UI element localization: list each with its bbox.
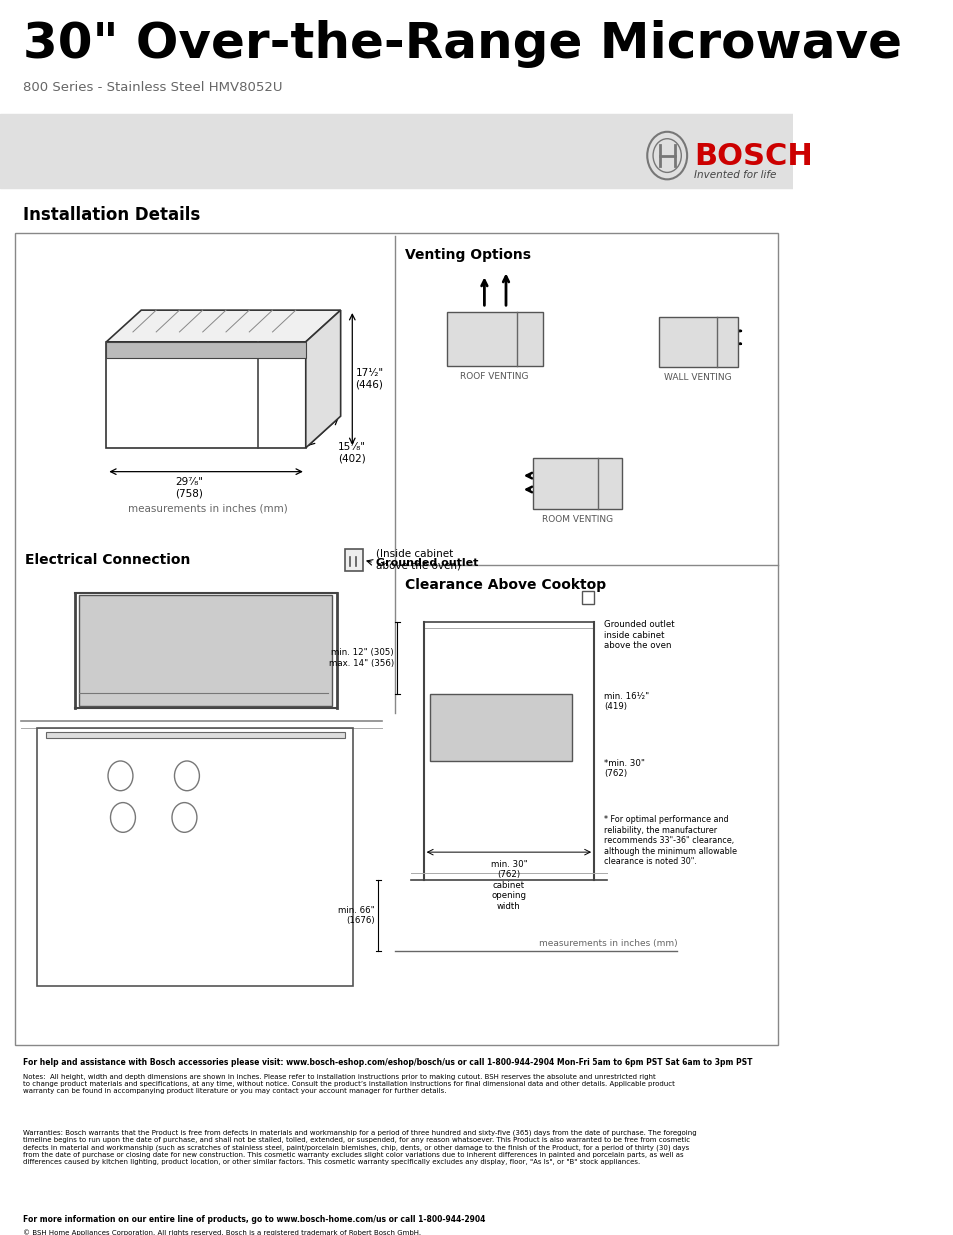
- Text: Clearance Above Cooktop: Clearance Above Cooktop: [405, 578, 606, 592]
- Text: 15⁷⁄₈"
(402): 15⁷⁄₈" (402): [337, 442, 366, 463]
- Text: min. 66"
(1676): min. 66" (1676): [337, 905, 375, 925]
- Text: Notes:  All height, width and depth dimensions are shown in inches. Please refer: Notes: All height, width and depth dimen…: [23, 1074, 675, 1094]
- Text: Venting Options: Venting Options: [405, 248, 531, 262]
- Text: 800 Series - Stainless Steel HMV8052U: 800 Series - Stainless Steel HMV8052U: [23, 82, 282, 94]
- Bar: [0, 114, 792, 188]
- Text: Electrical Connection: Electrical Connection: [25, 553, 190, 567]
- Bar: [106, 342, 306, 448]
- Text: 17¹⁄₂"
(446): 17¹⁄₂" (446): [355, 368, 383, 390]
- Bar: [430, 694, 571, 761]
- Text: 29⁷⁄₈"
(758): 29⁷⁄₈" (758): [175, 477, 203, 498]
- Text: BOSCH: BOSCH: [693, 142, 812, 170]
- Text: min. 12" (305)
max. 14" (356): min. 12" (305) max. 14" (356): [329, 648, 394, 668]
- Bar: [37, 729, 353, 986]
- Text: Warranties: Bosch warrants that the Product is free from defects in materials an: Warranties: Bosch warrants that the Prod…: [23, 1130, 696, 1165]
- Text: measurements in inches (mm): measurements in inches (mm): [538, 940, 677, 948]
- Bar: [79, 594, 332, 706]
- Polygon shape: [106, 310, 340, 342]
- Polygon shape: [306, 310, 340, 448]
- Text: Installation Details: Installation Details: [23, 206, 200, 224]
- Bar: [659, 317, 737, 367]
- Bar: [106, 342, 306, 358]
- Bar: [344, 548, 363, 571]
- Text: © BSH Home Appliances Corporation. All rights reserved. Bosch is a registered tr: © BSH Home Appliances Corporation. All r…: [23, 1230, 421, 1235]
- Bar: [447, 312, 542, 366]
- Text: Grounded outlet: Grounded outlet: [375, 558, 477, 568]
- Text: For more information on our entire line of products, go to www.bosch-home.com/us: For more information on our entire line …: [23, 1215, 485, 1224]
- Text: measurements in inches (mm): measurements in inches (mm): [128, 504, 287, 514]
- Bar: [15, 233, 777, 1045]
- Text: min. 16¹⁄₂"
(419): min. 16¹⁄₂" (419): [603, 692, 649, 711]
- Text: For help and assistance with Bosch accessories please visit: www.bosch-eshop.com: For help and assistance with Bosch acces…: [23, 1058, 752, 1067]
- Text: * For optimal performance and
reliability, the manufacturer
recommends 33"-36" c: * For optimal performance and reliabilit…: [603, 815, 737, 866]
- Bar: [582, 590, 594, 604]
- Text: ROOF VENTING: ROOF VENTING: [459, 372, 528, 380]
- Text: Invented for life: Invented for life: [693, 170, 776, 180]
- Text: WALL VENTING: WALL VENTING: [663, 373, 731, 382]
- Text: ROOM VENTING: ROOM VENTING: [541, 515, 613, 524]
- Text: Grounded outlet
inside cabinet
above the oven: Grounded outlet inside cabinet above the…: [603, 620, 674, 650]
- Text: min. 30"
(762)
cabinet
opening
width: min. 30" (762) cabinet opening width: [490, 860, 527, 910]
- Bar: [532, 458, 621, 509]
- Text: *min. 30"
(762): *min. 30" (762): [603, 760, 644, 778]
- Bar: [46, 732, 344, 739]
- Text: (Inside cabinet
above the oven): (Inside cabinet above the oven): [375, 548, 460, 571]
- Text: 30" Over-the-Range Microwave: 30" Over-the-Range Microwave: [23, 20, 902, 68]
